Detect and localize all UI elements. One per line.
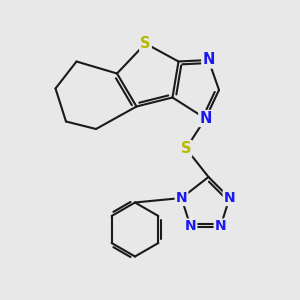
- Text: S: S: [181, 141, 191, 156]
- Text: N: N: [199, 111, 212, 126]
- Text: N: N: [185, 220, 196, 233]
- Text: N: N: [202, 52, 215, 68]
- Text: S: S: [140, 36, 151, 51]
- Text: N: N: [176, 191, 187, 205]
- Text: N: N: [215, 220, 226, 233]
- Text: N: N: [224, 191, 235, 205]
